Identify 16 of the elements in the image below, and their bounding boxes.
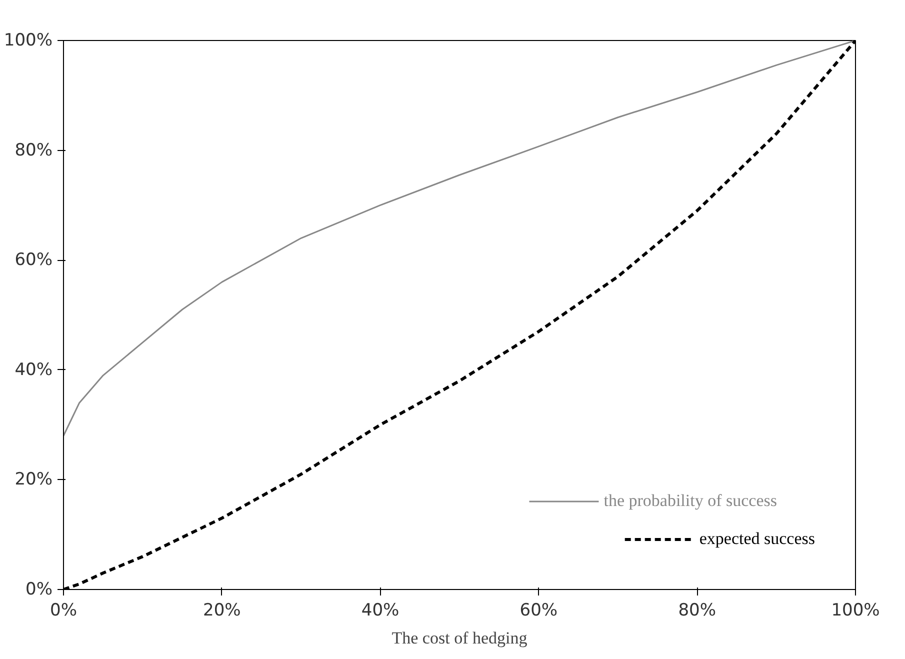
line-series — [64, 40, 856, 437]
y-tick-label: 40% — [14, 360, 53, 380]
x-tick-label: 20% — [203, 600, 241, 620]
x-tick-label: 80% — [678, 600, 716, 620]
x-tick-label: 0% — [50, 600, 77, 620]
y-tick-label: 20% — [14, 470, 53, 490]
y-tick-label: 60% — [14, 250, 53, 270]
x-tick-label: 40% — [361, 600, 400, 620]
y-tick-label: 0% — [26, 580, 53, 600]
legend-label: expected success — [699, 529, 815, 549]
x-tick-label: 60% — [520, 600, 558, 620]
x-tick-label: 100% — [831, 600, 880, 620]
x-axis-title: The cost of hedging — [392, 628, 528, 648]
y-tick-label: 80% — [14, 140, 53, 160]
legend-label: the probability of success — [604, 491, 777, 511]
y-tick-label: 100% — [4, 30, 53, 50]
